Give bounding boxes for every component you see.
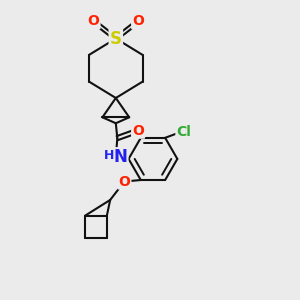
Text: S: S bbox=[110, 29, 122, 47]
Text: H: H bbox=[104, 149, 115, 162]
Text: O: O bbox=[88, 14, 100, 28]
Text: O: O bbox=[132, 124, 144, 138]
Text: N: N bbox=[113, 148, 127, 166]
Text: Cl: Cl bbox=[176, 124, 191, 139]
Text: O: O bbox=[132, 14, 144, 28]
Text: O: O bbox=[118, 175, 130, 188]
